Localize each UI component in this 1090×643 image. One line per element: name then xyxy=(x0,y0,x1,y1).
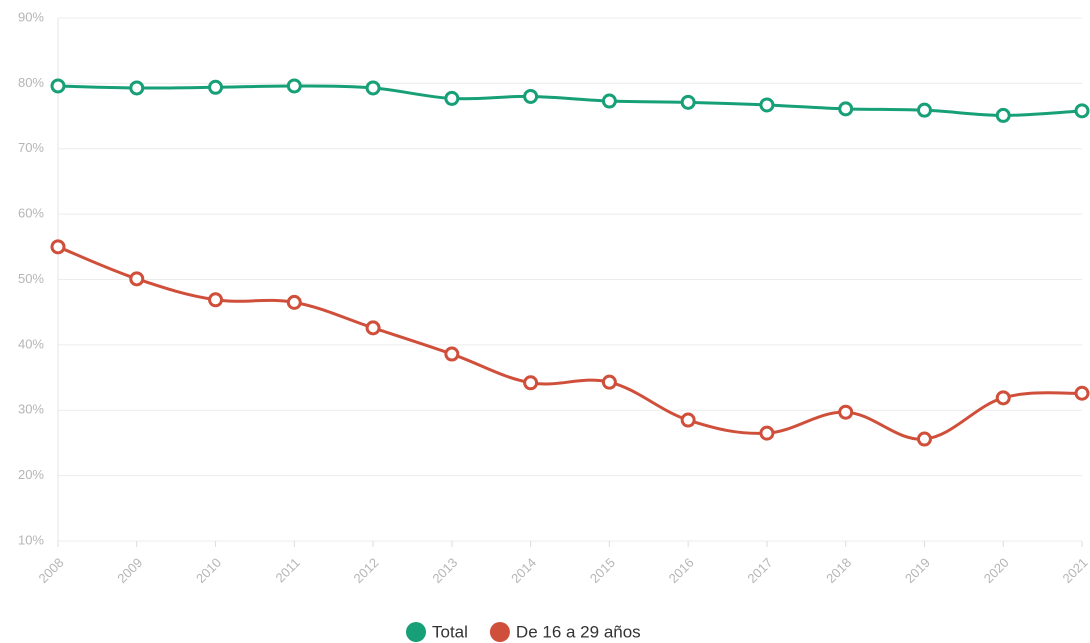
y-tick-label: 30% xyxy=(18,402,44,417)
x-tick-label: 2009 xyxy=(114,555,145,586)
x-tick-label: 2015 xyxy=(587,555,618,586)
point xyxy=(208,292,224,308)
y-tick-label: 90% xyxy=(18,9,44,24)
point xyxy=(286,294,302,310)
y-tick-label: 50% xyxy=(18,271,44,286)
legend-marker xyxy=(489,622,510,642)
x-tick-label: 2010 xyxy=(193,555,224,586)
point xyxy=(601,93,617,109)
point xyxy=(680,412,696,428)
x-tick-label: 2013 xyxy=(429,555,460,586)
x-tick-label: 2014 xyxy=(508,555,539,586)
point xyxy=(995,390,1011,406)
point xyxy=(838,404,854,420)
y-tick-label: 70% xyxy=(18,140,44,155)
point xyxy=(759,97,775,113)
point xyxy=(129,271,145,287)
point xyxy=(365,320,381,336)
point xyxy=(50,78,66,94)
point xyxy=(208,79,224,95)
point xyxy=(601,374,617,390)
point xyxy=(50,239,66,255)
point xyxy=(680,94,696,110)
point xyxy=(444,90,460,106)
x-tick-label: 2021 xyxy=(1059,555,1090,586)
point xyxy=(995,107,1011,123)
legend: Total De 16 a 29 años xyxy=(406,622,641,642)
y-tick-label: 40% xyxy=(18,336,44,351)
x-tick-label: 2012 xyxy=(351,555,382,586)
point xyxy=(444,346,460,362)
point xyxy=(838,101,854,117)
y-tick-label: 20% xyxy=(18,467,44,482)
point xyxy=(365,80,381,96)
series-line xyxy=(57,84,1083,117)
point xyxy=(916,431,932,447)
point xyxy=(286,78,302,94)
x-tick-label: 2008 xyxy=(35,555,66,586)
x-tick-label: 2019 xyxy=(902,555,933,586)
point xyxy=(759,425,775,441)
y-tick-label: 60% xyxy=(18,206,44,221)
point xyxy=(129,80,145,96)
x-tick-label: 2017 xyxy=(744,555,775,586)
point xyxy=(523,88,539,104)
x-tick-label: 2020 xyxy=(981,555,1012,586)
point xyxy=(916,102,932,118)
x-tick-label: 2016 xyxy=(666,555,697,586)
x-tick-label: 2018 xyxy=(823,555,854,586)
y-tick-label: 80% xyxy=(18,75,44,90)
point xyxy=(1074,385,1090,401)
point xyxy=(1074,103,1090,119)
legend-marker xyxy=(406,622,426,642)
point xyxy=(523,375,539,391)
legend-label: De 16 a 29 años xyxy=(516,622,641,641)
legend-label: Total xyxy=(432,622,468,641)
x-tick-label: 2011 xyxy=(272,555,302,585)
y-tick-label: 10% xyxy=(18,532,44,547)
